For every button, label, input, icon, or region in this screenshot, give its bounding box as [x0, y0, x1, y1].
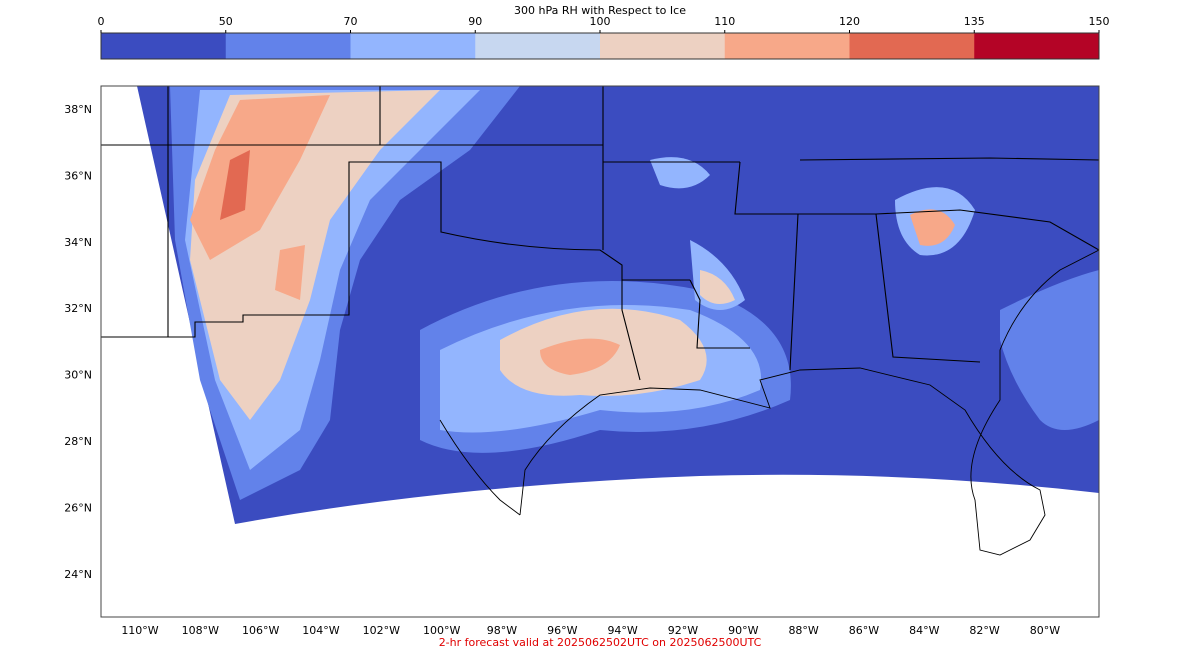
- colorbar-tick-label: 135: [964, 15, 985, 28]
- latitude-label: 36°N: [64, 169, 92, 182]
- longitude-label: 102°W: [363, 624, 400, 637]
- longitude-label: 106°W: [242, 624, 279, 637]
- longitude-label: 86°W: [849, 624, 879, 637]
- colorbar-bin: [101, 33, 227, 59]
- colorbar-bin: [849, 33, 975, 59]
- longitude-label: 96°W: [547, 624, 577, 637]
- colorbar: 0 50 70 90 100 110 120 135 150: [98, 15, 1110, 60]
- latitude-label: 26°N: [64, 501, 92, 514]
- colorbar-tick-label: 90: [468, 15, 482, 28]
- latitude-label: 38°N: [64, 103, 92, 116]
- latitude-label: 30°N: [64, 369, 92, 382]
- longitude-labels: 110°W 108°W 106°W 104°W 102°W 100°W 98°W 96°W 94…: [121, 624, 1060, 637]
- map-frame: [100, 85, 1100, 618]
- coastline: [439, 249, 1099, 556]
- longitude-label: 90°W: [728, 624, 758, 637]
- colorbar-tick-label: 0: [98, 15, 105, 28]
- colorbar-bin: [475, 33, 601, 59]
- colorbar-tick-label: 120: [839, 15, 860, 28]
- colorbar-tick-label: 50: [219, 15, 233, 28]
- colorbar-bin: [600, 33, 726, 59]
- longitude-label: 94°W: [607, 624, 637, 637]
- caption: 2-hr forecast valid at 2025062502UTC on …: [439, 636, 762, 649]
- longitude-label: 80°W: [1030, 624, 1060, 637]
- latitude-label: 32°N: [64, 302, 92, 315]
- colorbar-tick-label: 70: [344, 15, 358, 28]
- map: 38°N 36°N 34°N 32°N 30°N 28°N 26°N 24°N 110°W 10…: [64, 85, 1100, 637]
- colorbar-title: 300 hPa RH with Respect to Ice: [514, 4, 686, 17]
- colorbar-bin: [350, 33, 476, 59]
- latitude-label: 28°N: [64, 435, 92, 448]
- longitude-label: 92°W: [668, 624, 698, 637]
- colorbar-bin: [724, 33, 850, 59]
- longitude-label: 82°W: [969, 624, 999, 637]
- longitude-label: 104°W: [302, 624, 339, 637]
- longitude-label: 84°W: [909, 624, 939, 637]
- latitude-label: 24°N: [64, 568, 92, 581]
- longitude-label: 88°W: [788, 624, 818, 637]
- colorbar-tick-label: 110: [714, 15, 735, 28]
- latitude-labels: 38°N 36°N 34°N 32°N 30°N 28°N 26°N 24°N: [64, 103, 92, 581]
- longitude-label: 98°W: [487, 624, 517, 637]
- longitude-label: 110°W: [121, 624, 158, 637]
- colorbar-bin: [225, 33, 351, 59]
- colorbar-tick-label: 100: [590, 15, 611, 28]
- state-boundaries: [101, 86, 1099, 381]
- longitude-label: 108°W: [182, 624, 219, 637]
- colorbar-bin: [974, 33, 1100, 59]
- longitude-label: 100°W: [423, 624, 460, 637]
- colorbar-tick-label: 150: [1089, 15, 1110, 28]
- latitude-label: 34°N: [64, 236, 92, 249]
